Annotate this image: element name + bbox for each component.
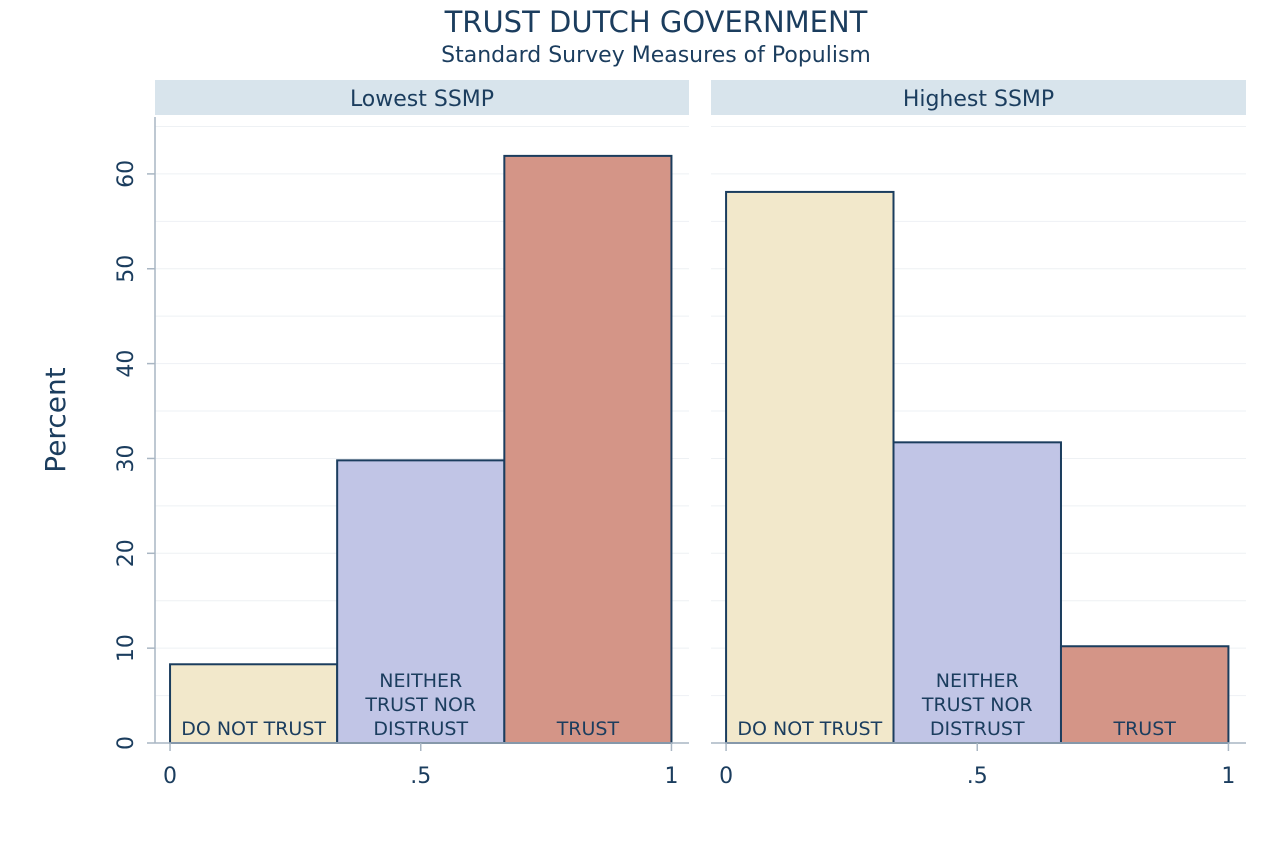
bar-highest-2 [892, 441, 1062, 744]
chart-title: TRUST DUTCH GOVERNMENT [444, 5, 868, 39]
y-tick-label: 40 [114, 350, 139, 378]
bar-label-highest-2: NEITHER [936, 670, 1019, 692]
panel-title-highest: Highest SSMP [903, 87, 1054, 112]
bar-lowest-3 [503, 154, 673, 744]
x-tick-label-highest: .5 [967, 764, 988, 789]
y-axis-label: Percent [39, 367, 72, 472]
x-tick-label-lowest: 1 [664, 764, 678, 789]
bar-label-highest-1: DO NOT TRUST [737, 718, 882, 740]
bar-highest-1 [725, 190, 895, 744]
bar-label-lowest-3: TRUST [556, 718, 620, 740]
bar-label-highest-2: DISTRUST [930, 718, 1025, 740]
panel-title-lowest: Lowest SSMP [350, 87, 494, 112]
chart-subtitle: Standard Survey Measures of Populism [441, 43, 871, 68]
x-tick-label-highest: 0 [719, 764, 733, 789]
y-tick-label: 30 [114, 444, 139, 472]
x-tick-label-lowest: 0 [163, 764, 177, 789]
bar-label-lowest-2: TRUST NOR [364, 694, 476, 716]
panel-strip-highest [711, 80, 1246, 115]
x-tick-label-lowest: .5 [410, 764, 431, 789]
x-tick-label-highest: 1 [1221, 764, 1235, 789]
bar-label-highest-3: TRUST [1113, 718, 1177, 740]
panel-strip-lowest [155, 80, 689, 115]
y-tick-label: 50 [114, 255, 139, 283]
y-tick-label: 20 [114, 539, 139, 567]
bar-label-lowest-2: NEITHER [379, 670, 462, 692]
y-tick-label: 60 [114, 160, 139, 188]
y-tick-label: 10 [114, 634, 139, 662]
bar-label-lowest-1: DO NOT TRUST [181, 718, 326, 740]
bar-label-highest-2: TRUST NOR [921, 694, 1033, 716]
bar-highest-3 [1059, 645, 1230, 744]
bar-label-lowest-2: DISTRUST [373, 718, 468, 740]
y-tick-label: 0 [114, 736, 139, 750]
